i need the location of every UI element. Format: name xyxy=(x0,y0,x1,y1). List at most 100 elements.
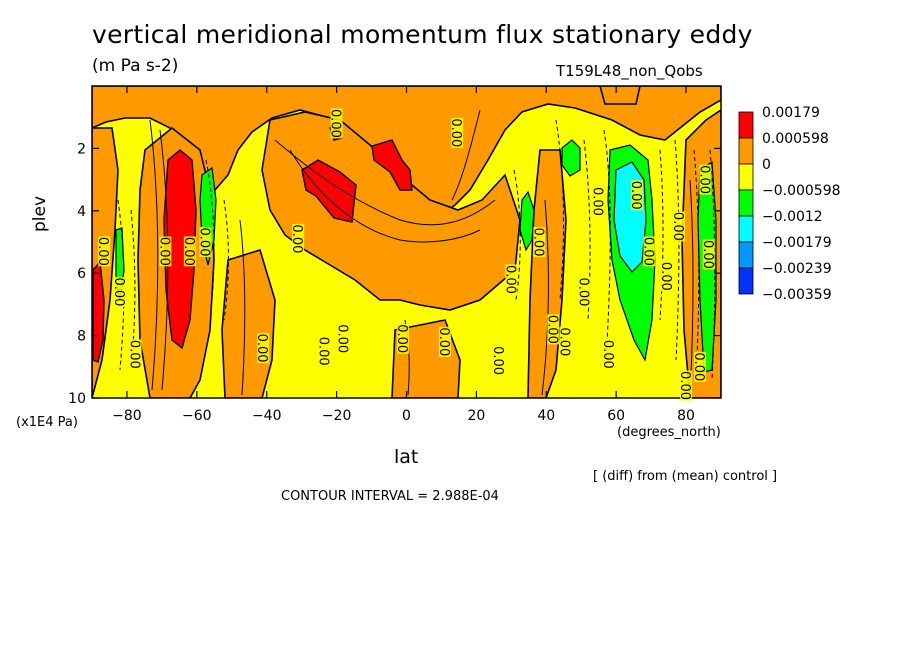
svg-text:0.00: 0.00 xyxy=(328,109,343,138)
x-tick-label: 60 xyxy=(607,408,625,424)
svg-text:0.00: 0.00 xyxy=(156,237,171,266)
svg-text:0.00: 0.00 xyxy=(181,237,196,266)
diff-note: [ (diff) from (mean) control ] xyxy=(593,469,778,484)
svg-text:0.00: 0.00 xyxy=(658,262,673,291)
red-max-60S xyxy=(163,149,197,350)
legend-level-label: 0.00179 xyxy=(762,105,820,121)
svg-text:0.00: 0.00 xyxy=(556,327,571,356)
contour-label: 0.00 xyxy=(95,236,111,267)
x-tick-label: −60 xyxy=(182,408,212,424)
contour-label: 0.00 xyxy=(556,326,572,357)
contour-label: 0.00 xyxy=(628,180,644,211)
x-tick-label: −20 xyxy=(322,408,352,424)
chart-title: vertical meridional momentum flux statio… xyxy=(92,20,753,49)
svg-text:0.00: 0.00 xyxy=(600,340,615,369)
svg-text:0.00: 0.00 xyxy=(289,224,304,253)
contour-label: 0.00 xyxy=(315,336,331,367)
svg-text:0.00: 0.00 xyxy=(640,237,655,266)
red-max-20S xyxy=(301,159,357,223)
x-tick-label: 80 xyxy=(677,408,695,424)
svg-text:0.00: 0.00 xyxy=(691,352,706,381)
svg-text:0.00: 0.00 xyxy=(127,340,142,369)
red-max-10S xyxy=(371,139,413,191)
svg-text:0.00: 0.00 xyxy=(590,187,605,216)
contour-label: 0.00 xyxy=(590,186,605,217)
legend-swatch xyxy=(738,215,754,243)
legend-swatch xyxy=(738,189,754,217)
contour-label: 0.00 xyxy=(576,276,591,307)
contour-label: 0.00 xyxy=(691,351,707,382)
contour-label: 0.00 xyxy=(502,264,517,295)
y-axis-scale: (x1E4 Pa) xyxy=(16,415,78,430)
legend-level-label: 0 xyxy=(762,157,771,173)
legend-level-label: −0.000598 xyxy=(762,183,841,199)
contour-label: 0.00 xyxy=(640,236,656,267)
svg-text:0.00: 0.00 xyxy=(111,277,126,306)
contour-label: 0.00 xyxy=(335,323,350,354)
field-orange-20S-column xyxy=(221,248,276,398)
contour-label: 0.00 xyxy=(156,236,172,267)
svg-text:0.00: 0.00 xyxy=(95,237,110,266)
contour-label: 0.00 xyxy=(600,339,616,370)
contour-label: 0.00 xyxy=(544,314,560,345)
y-tick-label: 6 xyxy=(77,266,86,282)
contour-label: 0.00 xyxy=(394,323,410,354)
svg-text:0.00: 0.00 xyxy=(254,334,269,363)
contour-label: 0.00 xyxy=(670,211,686,242)
svg-text:0.00: 0.00 xyxy=(696,165,711,194)
contour-label: 0.00 xyxy=(127,339,142,370)
x-tick-label: −80 xyxy=(112,408,142,424)
legend-swatch xyxy=(738,137,754,165)
x-tick-label: −40 xyxy=(252,408,282,424)
contour-label: 0.00 xyxy=(696,164,712,195)
x-axis-units: (degrees_north) xyxy=(617,425,721,440)
contour-label: 0.00 xyxy=(197,227,212,257)
legend-level-label: 0.000598 xyxy=(762,131,829,147)
x-tick-label: 40 xyxy=(537,408,555,424)
legend-swatch xyxy=(738,241,754,269)
svg-text:0.00: 0.00 xyxy=(700,240,715,269)
svg-text:0.00: 0.00 xyxy=(502,265,517,294)
contour-label: 0.00 xyxy=(530,227,546,257)
legend-level-label: −0.0012 xyxy=(762,209,823,225)
x-tick-label: 0 xyxy=(402,408,411,424)
legend-level-label: −0.00359 xyxy=(762,287,832,303)
contour-interval: CONTOUR INTERVAL = 2.988E-04 xyxy=(281,489,499,504)
y-tick-label: 4 xyxy=(77,204,86,220)
y-tick-label: 10 xyxy=(68,391,86,407)
contour-label: 0.00 xyxy=(289,223,305,254)
svg-text:0.00: 0.00 xyxy=(335,324,350,353)
contour-label: 0.00 xyxy=(658,261,673,292)
contour-label: 0.00 xyxy=(448,117,464,148)
contour-label: 0.00 xyxy=(181,236,196,267)
field-orange-top-right xyxy=(599,86,641,105)
svg-text:0.00: 0.00 xyxy=(448,118,463,147)
svg-text:0.00: 0.00 xyxy=(490,346,505,375)
green-min-45N xyxy=(561,139,581,177)
svg-text:0.00: 0.00 xyxy=(436,327,451,356)
svg-text:0.00: 0.00 xyxy=(197,228,212,257)
x-tick-label: 20 xyxy=(467,408,485,424)
contour-label: 0.00 xyxy=(254,333,270,364)
svg-text:0.00: 0.00 xyxy=(394,324,409,353)
contour-label: 0.00 xyxy=(700,239,715,270)
run-label: T159L48_non_Qobs xyxy=(556,62,703,80)
y-tick-label: 2 xyxy=(77,141,86,157)
svg-text:0.00: 0.00 xyxy=(544,315,559,344)
svg-text:0.00: 0.00 xyxy=(315,337,330,366)
contour-label: 0.00 xyxy=(328,108,343,139)
contour-label: 0.00 xyxy=(111,276,126,307)
legend-swatch xyxy=(738,111,754,139)
legend-swatch xyxy=(738,267,754,295)
contour-label: 0.00 xyxy=(436,326,451,357)
legend-level-label: −0.00239 xyxy=(762,261,832,277)
svg-text:0.00: 0.00 xyxy=(628,181,643,210)
svg-text:0.00: 0.00 xyxy=(530,228,545,257)
legend-level-label: −0.00179 xyxy=(762,235,832,251)
svg-text:0.00: 0.00 xyxy=(677,371,692,400)
x-axis-label: lat xyxy=(394,446,419,468)
contour-label: 0.00 xyxy=(490,345,506,376)
legend-swatch xyxy=(738,163,754,191)
green-min-35N xyxy=(519,190,535,252)
